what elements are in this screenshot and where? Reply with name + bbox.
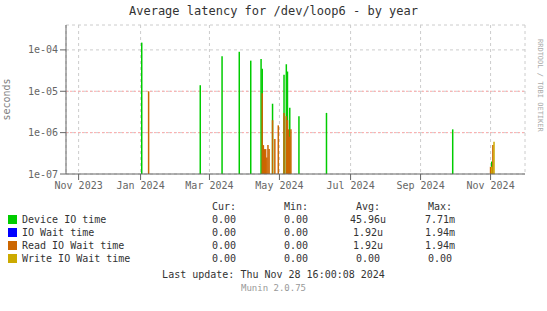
html-text:Min:: Min: (284, 201, 308, 212)
svg-text:1e-05: 1e-05 (28, 86, 58, 97)
html-text:1.94m: 1.94m (424, 240, 455, 251)
html-text:0.00: 0.00 (284, 253, 308, 264)
svg-text:1e-06: 1e-06 (28, 127, 58, 138)
html-text:1.92u: 1.92u (352, 240, 383, 251)
html-text:0.00: 0.00 (284, 227, 308, 238)
html-text:0.00: 0.00 (212, 240, 236, 251)
svg-text:Jul 2024: Jul 2024 (326, 180, 374, 191)
html-text:0.00: 0.00 (212, 227, 236, 238)
html-text:Cur:: Cur: (212, 201, 236, 212)
html-text:1.94m: 1.94m (424, 227, 455, 238)
html-text:Read IO Wait time: Read IO Wait time (22, 240, 125, 251)
html-text:RRDTOOL / TOBI OETIKER: RRDTOOL / TOBI OETIKER (536, 39, 544, 132)
svg-text:seconds: seconds (8, 78, 12, 120)
svg-text:1e-04: 1e-04 (28, 44, 58, 55)
svg-text:Nov 2024: Nov 2024 (466, 180, 514, 191)
svg-text:Sep 2024: Sep 2024 (396, 180, 444, 191)
html-text:Last update: Thu Nov 28 16:00:: Last update: Thu Nov 28 16:00:08 2024 (162, 269, 385, 280)
svg-text:Mar 2024: Mar 2024 (185, 180, 233, 191)
html-text:1.92u: 1.92u (352, 227, 383, 238)
svg-text:Nov 2023: Nov 2023 (55, 180, 103, 191)
svg-text:May 2024: May 2024 (255, 180, 303, 191)
html-text:45.96u: 45.96u (349, 214, 387, 225)
html-text:Max:: Max: (428, 201, 452, 212)
html-text:0.00: 0.00 (284, 240, 308, 251)
html-text:0.00: 0.00 (356, 253, 380, 264)
html-text:Munin 2.0.75: Munin 2.0.75 (241, 283, 306, 293)
svg-text:1e-07: 1e-07 (28, 169, 58, 180)
svg-text:Jan 2024: Jan 2024 (117, 180, 165, 191)
html-text:0.00: 0.00 (428, 253, 452, 264)
html-text:IO Wait time: IO Wait time (22, 227, 95, 238)
html-text:Avg:: Avg: (356, 201, 380, 212)
html-text:Device IO time: Device IO time (22, 214, 107, 225)
html-text:Write IO Wait time: Write IO Wait time (22, 253, 131, 264)
html-text:0.00: 0.00 (284, 214, 308, 225)
html-text:Average latency for /dev/loop6: Average latency for /dev/loop6 - by year (129, 4, 418, 18)
html-text:0.00: 0.00 (212, 214, 236, 225)
html-text:7.71m: 7.71m (424, 214, 455, 225)
html-text:0.00: 0.00 (212, 253, 236, 264)
